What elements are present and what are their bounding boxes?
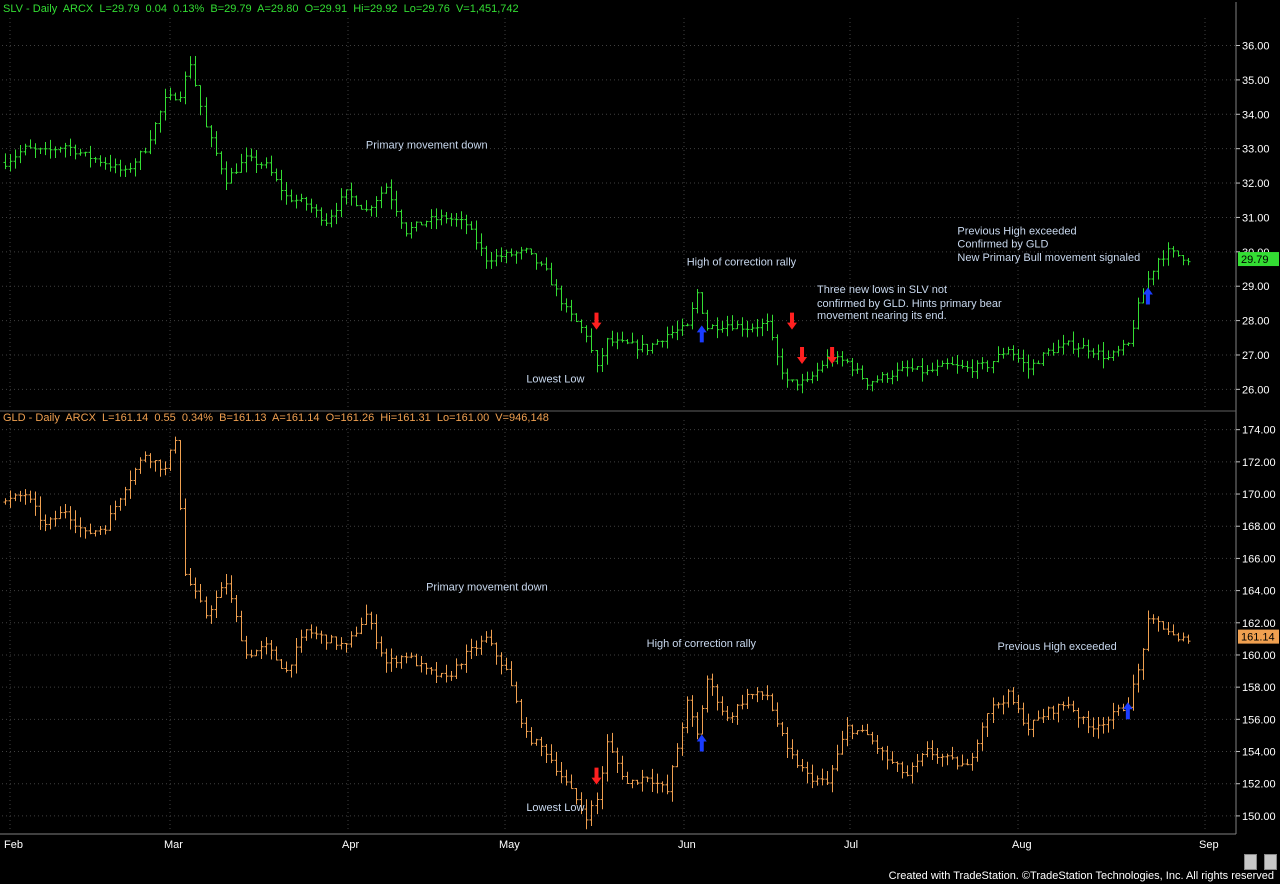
slv-ytick-label: 35.00 <box>1242 75 1270 87</box>
slv-down-arrow-icon <box>591 312 602 330</box>
x-month-label: Apr <box>342 839 359 851</box>
slv-annotation: Confirmed by GLD <box>957 239 1048 251</box>
slv-up-arrow-icon <box>696 325 707 343</box>
gld-ytick-label: 154.00 <box>1242 747 1276 759</box>
gld-ytick-label: 156.00 <box>1242 714 1276 726</box>
gld-up-arrow-icon <box>1122 702 1133 720</box>
slv-down-arrow-icon <box>786 312 797 330</box>
slv-ytick-label: 29.00 <box>1242 281 1270 293</box>
gld-annotation: Lowest Low <box>526 802 584 814</box>
x-month-label: Jul <box>844 839 858 851</box>
gld-ytick-label: 150.00 <box>1242 811 1276 823</box>
slv-up-arrow-icon <box>1142 287 1153 305</box>
gld-ytick-label: 170.00 <box>1242 489 1276 501</box>
gld-annotation: High of correction rally <box>647 638 757 650</box>
x-month-label: Aug <box>1012 839 1032 851</box>
gld-up-arrow-icon <box>696 734 707 752</box>
slv-ytick-label: 33.00 <box>1242 144 1270 156</box>
x-month-label: May <box>499 839 520 851</box>
slv-annotation: New Primary Bull movement signaled <box>957 252 1140 264</box>
gld-header: GLD - Daily ARCX L=161.14 0.55 0.34% B=1… <box>3 412 549 424</box>
gld-ytick-label: 158.00 <box>1242 682 1276 694</box>
x-month-label: Feb <box>4 839 23 851</box>
slv-header: SLV - Daily ARCX L=29.79 0.04 0.13% B=29… <box>3 3 519 15</box>
slv-ytick-label: 32.00 <box>1242 178 1270 190</box>
slv-ytick-label: 31.00 <box>1242 212 1270 224</box>
gld-last-price-box <box>1238 629 1279 644</box>
gld-ytick-label: 174.00 <box>1242 425 1276 437</box>
scrollbar-track <box>0 853 1280 869</box>
gld-ytick-label: 166.00 <box>1242 553 1276 565</box>
x-month-label: Sep <box>1199 839 1219 851</box>
slv-ytick-label: 26.00 <box>1242 384 1270 396</box>
gld-ytick-label: 164.00 <box>1242 586 1276 598</box>
scroll-left-button[interactable] <box>1244 854 1257 870</box>
x-month-label: Jun <box>678 839 696 851</box>
slv-last-price-box <box>1238 252 1279 267</box>
slv-annotation: Previous High exceeded <box>957 226 1076 238</box>
gld-ytick-label: 152.00 <box>1242 779 1276 791</box>
slv-annotation: Primary movement down <box>366 140 488 152</box>
gld-ytick-label: 160.00 <box>1242 650 1276 662</box>
footer-copyright: Created with TradeStation. ©TradeStation… <box>888 870 1274 882</box>
slv-last-price-label: 29.79 <box>1241 254 1269 266</box>
x-month-label: Mar <box>164 839 183 851</box>
slv-annotation: Lowest Low <box>526 373 584 385</box>
slv-annotation: confirmed by GLD. Hints primary bear <box>817 298 1002 310</box>
gld-last-price-label: 161.14 <box>1241 632 1275 644</box>
slv-annotation: High of correction rally <box>687 257 797 269</box>
scroll-right-button[interactable] <box>1264 854 1277 870</box>
slv-ytick-label: 28.00 <box>1242 316 1270 328</box>
slv-down-arrow-icon <box>797 346 808 364</box>
gld-down-arrow-icon <box>591 767 602 785</box>
gld-annotation: Primary movement down <box>426 582 548 594</box>
gld-annotation: Previous High exceeded <box>998 641 1117 653</box>
slv-ytick-label: 27.00 <box>1242 350 1270 362</box>
slv-ytick-label: 36.00 <box>1242 41 1270 53</box>
slv-annotation: movement nearing its end. <box>817 310 947 322</box>
gld-ytick-label: 172.00 <box>1242 457 1276 469</box>
slv-down-arrow-icon <box>827 346 838 364</box>
gld-ytick-label: 168.00 <box>1242 521 1276 533</box>
slv-ytick-label: 34.00 <box>1242 109 1270 121</box>
gld-ytick-label: 162.00 <box>1242 618 1276 630</box>
slv-annotation: Three new lows in SLV not <box>817 284 947 296</box>
